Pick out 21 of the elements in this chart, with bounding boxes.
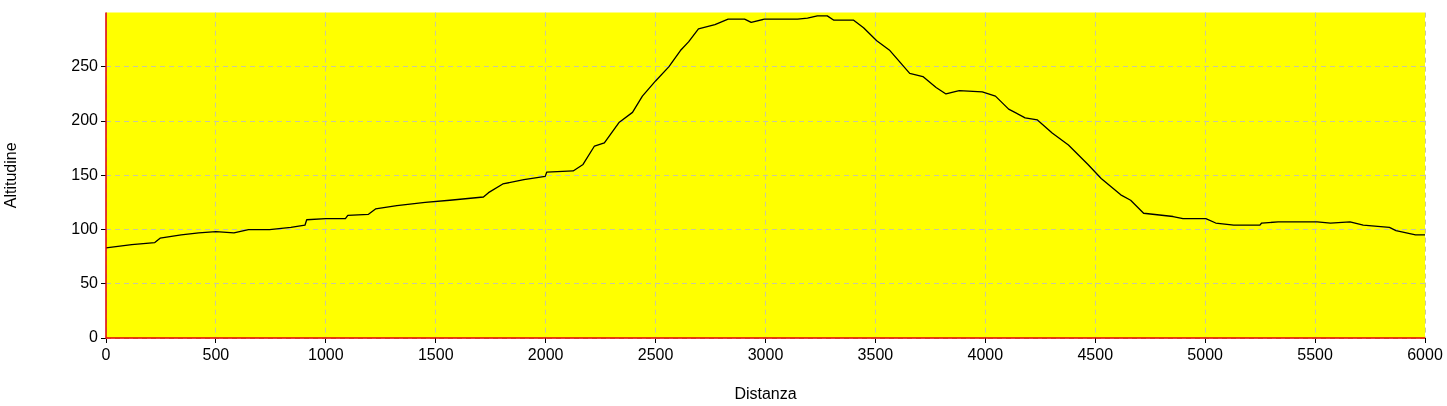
- y-tick-label: 50: [80, 274, 99, 292]
- y-tick-label: 100: [71, 219, 99, 237]
- x-tick-label: 0: [101, 346, 111, 364]
- x-tick-label: 3500: [857, 346, 894, 364]
- x-tick-label: 2500: [637, 346, 674, 364]
- y-axis-title: Altitudine: [2, 142, 20, 209]
- x-tick-label: 5500: [1297, 346, 1333, 364]
- y-tick-label: 150: [71, 165, 99, 183]
- x-tick-label: 5000: [1187, 346, 1224, 364]
- y-tick-label: 200: [71, 111, 99, 129]
- x-tick-label: 500: [202, 346, 230, 364]
- x-tick-label: 2000: [527, 346, 564, 364]
- x-axis-title: Distanza: [734, 384, 797, 402]
- x-tick-label: 4500: [1077, 346, 1114, 364]
- x-tick-label: 6000: [1407, 346, 1443, 364]
- y-tick-label: 0: [89, 328, 99, 346]
- x-tick-label: 1500: [417, 346, 454, 364]
- y-tick-label: 250: [71, 57, 99, 75]
- x-tick-label: 4000: [967, 346, 1004, 364]
- x-tick-label: 1000: [308, 346, 344, 364]
- x-tick-label: 3000: [747, 346, 784, 364]
